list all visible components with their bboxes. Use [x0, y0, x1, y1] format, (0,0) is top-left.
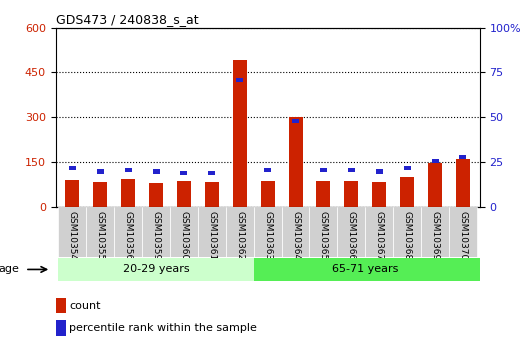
Text: GSM10368: GSM10368	[403, 211, 412, 260]
Text: GSM10365: GSM10365	[319, 211, 328, 260]
Bar	[449, 207, 477, 257]
Bar	[421, 207, 449, 257]
Bar	[393, 207, 421, 257]
Text: GSM10354: GSM10354	[68, 211, 77, 260]
Text: GDS473 / 240838_s_at: GDS473 / 240838_s_at	[56, 13, 198, 27]
Text: GSM10356: GSM10356	[123, 211, 132, 260]
Bar	[261, 181, 275, 207]
Bar	[456, 159, 470, 207]
Text: GSM10364: GSM10364	[291, 211, 300, 260]
Bar	[177, 181, 191, 207]
Bar	[460, 155, 466, 159]
Bar	[372, 182, 386, 207]
Bar	[316, 181, 330, 207]
Text: GSM10369: GSM10369	[430, 211, 439, 260]
Text: 65-71 years: 65-71 years	[332, 265, 399, 274]
Bar	[181, 171, 188, 175]
Text: GSM10370: GSM10370	[458, 211, 467, 260]
Text: age: age	[0, 265, 20, 274]
Text: GSM10361: GSM10361	[207, 211, 216, 260]
Text: GSM10363: GSM10363	[263, 211, 272, 260]
Bar	[310, 207, 338, 257]
Text: 20-29 years: 20-29 years	[123, 265, 189, 274]
Bar	[236, 78, 243, 82]
Bar	[56, 298, 66, 313]
Bar	[56, 320, 66, 336]
Bar	[226, 207, 254, 257]
Bar	[114, 207, 142, 257]
Text: GSM10367: GSM10367	[375, 211, 384, 260]
Bar	[233, 60, 247, 207]
Text: GSM10366: GSM10366	[347, 211, 356, 260]
Bar	[281, 207, 310, 257]
Bar	[365, 207, 393, 257]
Bar	[86, 207, 114, 257]
Bar	[428, 163, 442, 207]
Bar	[254, 207, 281, 257]
Bar	[153, 169, 160, 174]
Bar	[65, 180, 80, 207]
Text: GSM10359: GSM10359	[152, 211, 161, 260]
Bar	[348, 168, 355, 172]
Bar	[404, 166, 411, 170]
Bar	[292, 119, 299, 123]
Text: percentile rank within the sample: percentile rank within the sample	[69, 323, 257, 333]
Bar	[338, 207, 365, 257]
Bar	[205, 183, 219, 207]
Bar	[254, 258, 480, 281]
Bar	[121, 179, 135, 207]
Bar	[208, 171, 215, 175]
Bar	[344, 181, 358, 207]
Bar	[69, 166, 76, 170]
Text: GSM10362: GSM10362	[235, 211, 244, 260]
Bar	[170, 207, 198, 257]
Bar	[58, 207, 86, 257]
Bar	[58, 258, 254, 281]
Bar	[125, 168, 131, 172]
Bar	[320, 168, 327, 172]
Text: count: count	[69, 301, 101, 311]
Bar	[288, 117, 303, 207]
Text: GSM10355: GSM10355	[96, 211, 105, 260]
Bar	[142, 207, 170, 257]
Bar	[198, 207, 226, 257]
Bar	[97, 169, 104, 174]
Text: GSM10360: GSM10360	[180, 211, 189, 260]
Bar	[400, 177, 414, 207]
Bar	[376, 169, 383, 174]
Bar	[264, 168, 271, 172]
Bar	[149, 183, 163, 207]
Bar	[93, 181, 107, 207]
Bar	[431, 159, 438, 163]
